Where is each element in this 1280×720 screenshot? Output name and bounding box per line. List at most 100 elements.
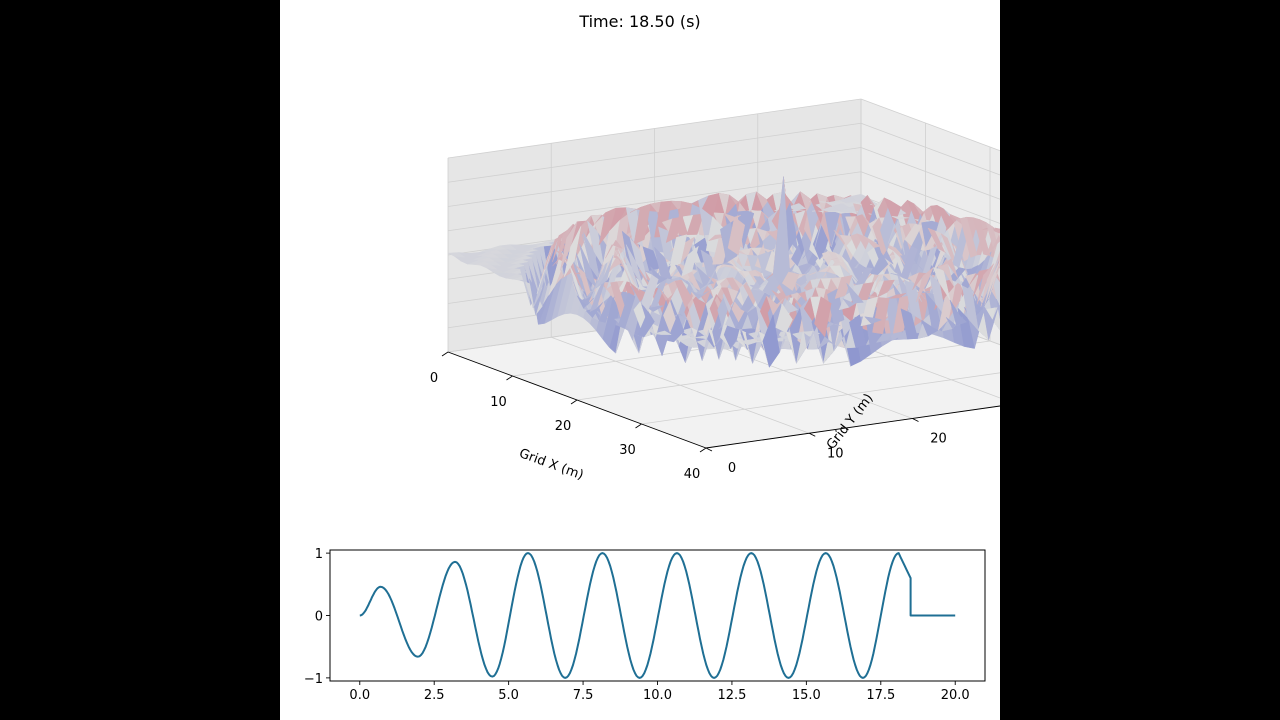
- grid-line: [860, 98, 1000, 152]
- surface-patch: [665, 216, 684, 244]
- surface-patch: [766, 295, 784, 316]
- surface-patch: [672, 313, 690, 322]
- surface-patch: [945, 316, 964, 330]
- x-tick-label: 10: [490, 395, 507, 410]
- surface-patch: [916, 267, 934, 303]
- surface-patch: [891, 216, 909, 220]
- surface-patch: [641, 274, 659, 312]
- surface-patch: [507, 263, 526, 269]
- surface-patch: [629, 237, 647, 280]
- surface-patch: [940, 258, 958, 278]
- figure: 0102030400102030401.000.750.500.250.00−0…: [280, 0, 1000, 720]
- surface-patch: [614, 249, 632, 287]
- surface-patch: [605, 239, 623, 259]
- surface-patch: [864, 316, 883, 324]
- surface-patch: [998, 232, 1000, 238]
- surface-patch: [563, 226, 582, 278]
- x-tick-mark: [441, 351, 449, 357]
- surface-patch: [936, 204, 955, 231]
- surface-patch: [723, 212, 742, 223]
- y-tick-mark: [912, 418, 919, 422]
- surface-patch: [972, 217, 991, 256]
- surface-patch: [818, 336, 836, 350]
- line-plot: 0.0 2.5 5.0 7.5 10.0 12.5 15.0 17.5 20.0 1 0 −1: [304, 547, 986, 703]
- surface-patch: [913, 203, 931, 215]
- surface-patch: [781, 271, 800, 291]
- x-tick-mark: [699, 447, 707, 453]
- x-tick-label: 2.5: [424, 688, 445, 703]
- y-tick-label: 0: [728, 461, 736, 476]
- surface-patch: [900, 308, 919, 340]
- surface-patch: [788, 203, 807, 211]
- x-tick-label: 30: [619, 443, 636, 458]
- grid-line: [641, 372, 1000, 425]
- surface-patch: [556, 223, 574, 265]
- x-tick-label: 10.0: [643, 688, 672, 703]
- x-tick-mark: [635, 423, 642, 429]
- grid-line: [860, 171, 1000, 224]
- surface-patch: [984, 260, 1000, 305]
- surface-patch: [621, 248, 640, 291]
- surface-patch: [598, 207, 617, 246]
- surface-patch: [994, 227, 1000, 235]
- surface-patch: [846, 283, 865, 304]
- surface-patch: [729, 194, 747, 205]
- surface-patch: [863, 235, 881, 248]
- surface-patch: [833, 329, 851, 367]
- x-tick-label: 40: [684, 467, 701, 482]
- surface-patch: [980, 260, 998, 307]
- surface-patch: [681, 245, 699, 277]
- surface-patch: [856, 282, 875, 301]
- surface-patch: [654, 246, 672, 280]
- surface-patch: [447, 252, 466, 258]
- x-tick-label: 20: [555, 419, 572, 434]
- grid-line: [447, 122, 862, 183]
- surface-patch: [701, 192, 720, 218]
- x-tick-mark: [506, 375, 513, 381]
- surface-patch: [976, 263, 995, 305]
- surface-patch: [720, 221, 738, 263]
- surface-patch: [849, 314, 867, 348]
- surface-patch: [827, 288, 845, 325]
- surface-patch: [617, 292, 636, 329]
- surface-patch: [775, 303, 793, 333]
- surface-patch: [716, 262, 734, 267]
- surface-patch: [515, 255, 532, 261]
- x-tick-label: 20.0: [941, 688, 970, 703]
- chart-title: Time: 18.50 (s): [578, 12, 700, 31]
- x-tick-label: 0.0: [349, 688, 370, 703]
- surface-patch: [700, 249, 719, 280]
- surface-patch: [666, 313, 685, 343]
- surface-patch: [959, 216, 978, 258]
- surface-patch: [937, 285, 956, 332]
- surface-patch: [870, 252, 889, 275]
- surface-patch: [762, 313, 780, 368]
- surface-patch: [529, 249, 547, 287]
- surface-patch: [596, 255, 614, 289]
- surface-patch: [996, 298, 1000, 320]
- surface-patch: [875, 333, 894, 343]
- y-tick-label: 20: [930, 432, 947, 447]
- surface-patch: [806, 326, 824, 364]
- surface-plot-3d: 0102030400102030401.000.750.500.250.00−0…: [430, 12, 1000, 483]
- surface-patch: [991, 232, 1000, 252]
- y-tick-label: 1: [315, 547, 323, 562]
- surface-patch: [560, 221, 578, 271]
- tick-labels: 0102030400102030401.000.750.500.250.00−0…: [430, 351, 947, 482]
- surface-patch: [834, 275, 853, 299]
- surface-patch: [602, 219, 620, 266]
- surface-patch: [900, 245, 919, 280]
- surface-patch: [887, 218, 906, 255]
- surface-patch: [674, 279, 693, 309]
- x-tick-label: 12.5: [717, 688, 746, 703]
- surface-patch: [885, 247, 903, 261]
- surface-patch: [889, 292, 907, 299]
- surface-patch: [637, 310, 655, 338]
- surface-patch: [669, 234, 688, 266]
- x-tick-label: 0: [430, 371, 438, 386]
- surface-patch: [727, 216, 746, 256]
- x-tick-mark: [570, 399, 578, 405]
- y-tick-mark: [809, 432, 816, 437]
- surface-patch: [904, 223, 922, 247]
- ripple-surface: [447, 176, 1000, 368]
